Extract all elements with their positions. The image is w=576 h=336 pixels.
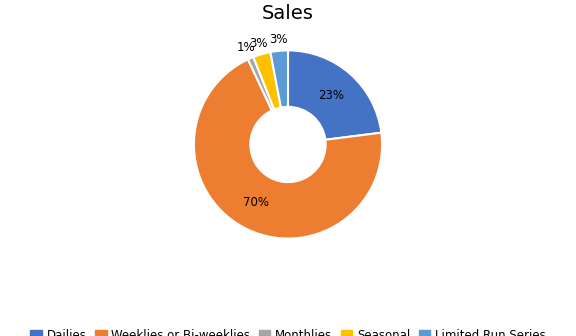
Wedge shape xyxy=(288,50,381,140)
Title: Sales: Sales xyxy=(262,4,314,23)
Text: 23%: 23% xyxy=(319,89,344,101)
Text: 1%: 1% xyxy=(237,41,256,54)
Legend: Dailies, Weeklies or Bi-weeklies, Monthlies, Seasonal, Limited Run Series: Dailies, Weeklies or Bi-weeklies, Monthl… xyxy=(26,326,550,336)
Wedge shape xyxy=(248,57,274,111)
Wedge shape xyxy=(270,50,288,108)
Text: 70%: 70% xyxy=(243,196,269,209)
Wedge shape xyxy=(194,59,382,239)
Text: 3%: 3% xyxy=(249,37,268,50)
Text: 3%: 3% xyxy=(269,33,287,46)
Wedge shape xyxy=(253,52,281,110)
